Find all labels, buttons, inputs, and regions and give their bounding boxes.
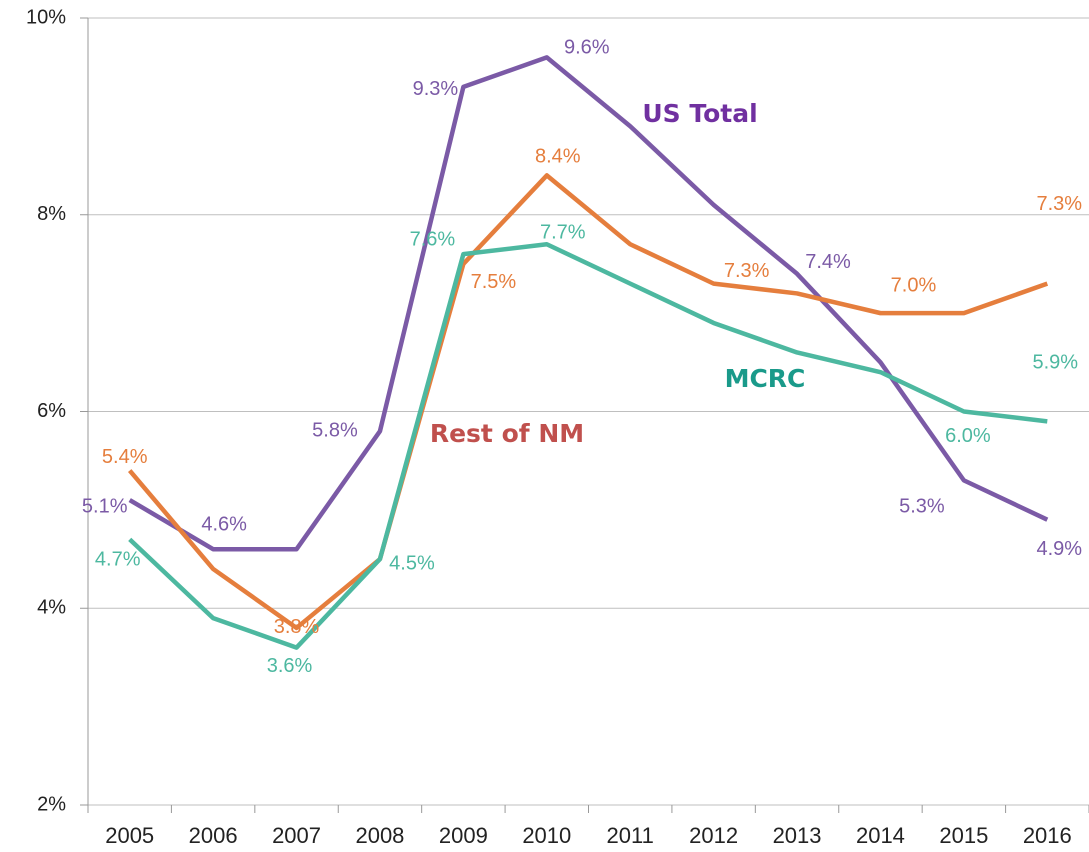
series-line (128, 242, 1048, 650)
data-label: 8.4% (535, 146, 581, 168)
data-label: 7.3% (724, 260, 770, 282)
data-label: 7.7% (540, 222, 586, 244)
x-tick-label: 2014 (856, 823, 905, 848)
data-label: 7.6% (410, 228, 456, 250)
series-name: Rest of NM (430, 419, 584, 448)
data-label: 7.0% (891, 274, 937, 296)
y-tick-label: 2% (37, 793, 66, 815)
x-tick-label: 2010 (522, 823, 571, 848)
y-tick-label: 4% (37, 597, 66, 619)
data-label: 6.0% (945, 425, 991, 447)
data-label: 7.3% (1036, 193, 1082, 215)
data-label: 9.6% (564, 37, 610, 59)
y-tick-label: 10% (26, 6, 66, 28)
x-tick-label: 2007 (272, 823, 321, 848)
x-tick-label: 2011 (607, 823, 654, 848)
series-name: MCRC (725, 364, 806, 393)
data-label: 5.4% (102, 446, 148, 468)
y-tick-label: 8% (37, 203, 66, 225)
data-label: 3.6% (267, 655, 313, 677)
data-label: 5.1% (82, 495, 128, 517)
data-label: 4.6% (201, 514, 247, 536)
data-label: 9.3% (413, 78, 459, 100)
x-tick-label: 2005 (105, 823, 154, 848)
series-name: US Total (642, 99, 757, 128)
x-tick-label: 2012 (689, 823, 738, 848)
x-tick-label: 2009 (439, 823, 488, 848)
data-label: 4.7% (95, 549, 141, 571)
data-label: 5.3% (899, 496, 945, 518)
data-label: 4.5% (389, 552, 435, 574)
series-line (128, 55, 1049, 552)
x-tick-label: 2013 (773, 823, 822, 848)
data-label: 7.4% (805, 251, 851, 273)
data-label: 3.8% (274, 616, 320, 638)
series-line (127, 173, 1049, 631)
data-label: 5.8% (312, 419, 358, 441)
y-tick-label: 6% (37, 400, 66, 422)
x-tick-label: 2008 (355, 823, 404, 848)
x-tick-label: 2015 (939, 823, 988, 848)
data-label: 7.5% (471, 271, 517, 293)
x-tick-label: 2016 (1023, 823, 1072, 848)
data-label: 4.9% (1036, 538, 1082, 560)
data-label: 5.9% (1032, 352, 1078, 374)
x-tick-label: 2006 (189, 823, 238, 848)
